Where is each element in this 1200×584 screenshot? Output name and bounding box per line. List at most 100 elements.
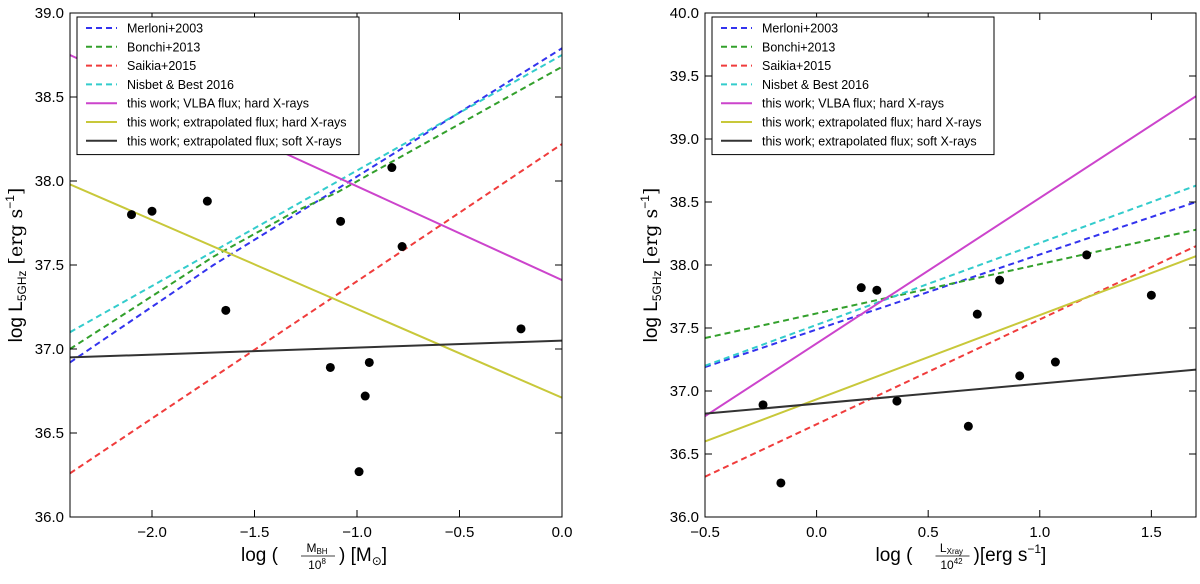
data-point bbox=[127, 210, 136, 220]
series-line-1 bbox=[705, 201, 1196, 369]
data-point bbox=[872, 285, 882, 295]
x-tick-label: −1.5 bbox=[240, 524, 270, 541]
legend-entry: Bonchi+2013 bbox=[762, 40, 835, 54]
chart-panel-2: −0.5 0.0 0.5 1.0 1.5 36.0 36.5 37.0 37.5 38.0 38.5… bbox=[638, 5, 1197, 572]
series-line-3 bbox=[70, 143, 562, 475]
x-tick-label: 0.5 bbox=[918, 524, 939, 541]
data-point bbox=[221, 305, 231, 315]
x-label-denominator: 1042 bbox=[940, 557, 963, 572]
y-tick-label: 38.0 bbox=[670, 257, 699, 274]
data-point bbox=[147, 206, 157, 216]
series-line-2 bbox=[705, 228, 1196, 340]
y-tick-label: 36.0 bbox=[35, 509, 64, 526]
y-axis-label: log L5GHz [erg s−1] bbox=[3, 188, 29, 343]
legend-box bbox=[76, 16, 360, 156]
data-point bbox=[892, 396, 902, 406]
y-tick-label: 39.0 bbox=[35, 5, 64, 22]
x-tick-label: −0.5 bbox=[445, 524, 475, 541]
x-axis-label-text: log ( bbox=[241, 545, 279, 566]
series-line-2 bbox=[70, 65, 562, 350]
legend-entry: Merloni+2003 bbox=[127, 22, 203, 36]
data-point bbox=[1146, 290, 1156, 300]
y-tick-label: 38.5 bbox=[670, 194, 699, 211]
x-label-denominator: 108 bbox=[308, 557, 326, 572]
data-point bbox=[360, 391, 370, 401]
series-lines bbox=[705, 95, 1196, 478]
series-line-4 bbox=[70, 54, 562, 334]
legend-entry: Merloni+2003 bbox=[762, 22, 838, 36]
x-label-numerator: LXray bbox=[940, 541, 963, 556]
series-line-5 bbox=[705, 95, 1196, 418]
y-tick-label: 38.5 bbox=[35, 89, 64, 106]
data-point bbox=[776, 478, 786, 488]
x-axis-label-text: log ( bbox=[876, 545, 914, 566]
legend-entry: Bonchi+2013 bbox=[127, 40, 200, 54]
data-point bbox=[364, 357, 374, 367]
x-axis-label-unit: )[erg s−1] bbox=[974, 542, 1047, 566]
data-point bbox=[1082, 250, 1092, 260]
series-line-4 bbox=[705, 184, 1196, 367]
x-axis-label-unit: ) [M⊙] bbox=[339, 545, 387, 568]
y-tick-label: 38.0 bbox=[35, 173, 64, 190]
data-point bbox=[856, 283, 866, 293]
y-tick-label: 40.0 bbox=[670, 5, 699, 22]
y-tick-label: 36.5 bbox=[35, 425, 64, 442]
legend-entry: this work; VLBA flux; hard X-rays bbox=[762, 97, 944, 111]
data-point bbox=[516, 324, 526, 334]
x-tick-label: −0.5 bbox=[690, 524, 720, 541]
y-tick-label: 36.5 bbox=[670, 446, 699, 463]
data-point bbox=[202, 196, 212, 206]
x-tick-label: 0.0 bbox=[552, 524, 573, 541]
y-axis-label: log L5GHz [erg s−1] bbox=[638, 188, 664, 343]
data-point bbox=[972, 309, 982, 319]
data-point bbox=[336, 216, 346, 226]
data-point bbox=[995, 275, 1005, 285]
legend-entry: this work; extrapolated flux; hard X-ray… bbox=[762, 116, 982, 130]
y-tick-label: 39.5 bbox=[670, 68, 699, 85]
y-tick-label: 39.0 bbox=[670, 131, 699, 148]
data-point bbox=[325, 362, 335, 372]
series-line-6 bbox=[70, 183, 562, 399]
legend-entry: this work; extrapolated flux; soft X-ray… bbox=[762, 134, 977, 148]
x-tick-label: −2.0 bbox=[137, 524, 167, 541]
data-point bbox=[387, 163, 397, 173]
data-point bbox=[354, 467, 364, 477]
data-points bbox=[758, 250, 1156, 488]
data-point bbox=[1050, 357, 1060, 367]
series-line-7 bbox=[70, 339, 562, 359]
data-point bbox=[397, 242, 407, 252]
legend: Merloni+2003 Bonchi+2013 Saikia+2015 Nisbet… bbox=[76, 16, 360, 156]
legend-entry: this work; extrapolated flux; hard X-ray… bbox=[127, 116, 347, 130]
x-label-numerator: MBH bbox=[306, 541, 327, 556]
series-lines bbox=[70, 47, 562, 475]
x-tick-label: −1.0 bbox=[342, 524, 372, 541]
legend-entry: this work; extrapolated flux; soft X-ray… bbox=[127, 134, 342, 148]
y-tick-label: 37.0 bbox=[670, 383, 699, 400]
y-tick-label: 37.5 bbox=[670, 320, 699, 337]
legend-entry: Saikia+2015 bbox=[127, 59, 196, 73]
legend-entry: Saikia+2015 bbox=[762, 59, 831, 73]
data-point bbox=[1015, 371, 1025, 381]
legend-entry: this work; VLBA flux; hard X-rays bbox=[127, 97, 309, 111]
y-tick-label: 36.0 bbox=[670, 509, 699, 526]
x-tick-label: 1.5 bbox=[1141, 524, 1162, 541]
series-line-1 bbox=[70, 47, 562, 364]
legend: Merloni+2003 Bonchi+2013 Saikia+2015 Nisbet… bbox=[711, 16, 995, 156]
x-tick-label: 0.0 bbox=[806, 524, 827, 541]
data-point bbox=[963, 421, 973, 431]
legend-entry: Nisbet & Best 2016 bbox=[127, 78, 234, 92]
legend-entry: Nisbet & Best 2016 bbox=[762, 78, 869, 92]
legend-box bbox=[711, 16, 995, 156]
series-line-6 bbox=[705, 255, 1196, 443]
data-point bbox=[758, 400, 768, 410]
x-tick-label: 1.0 bbox=[1029, 524, 1050, 541]
y-tick-label: 37.5 bbox=[35, 257, 64, 274]
y-tick-label: 37.0 bbox=[35, 341, 64, 358]
chart-panel-1: −2.0 −1.5 −1.0 −0.5 0.0 36.0 36.5 37.0 37.5 38.0 3… bbox=[3, 5, 572, 572]
series-line-3 bbox=[705, 245, 1196, 478]
series-line-7 bbox=[705, 368, 1196, 415]
